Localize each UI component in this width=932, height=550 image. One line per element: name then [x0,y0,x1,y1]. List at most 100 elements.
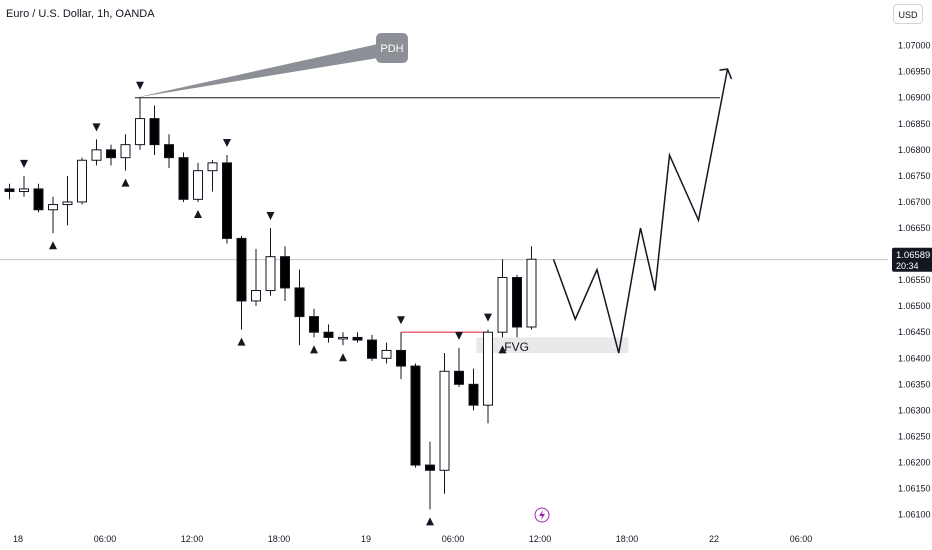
swing-low-marker [194,209,202,218]
candle [497,259,508,338]
candle-body [483,331,493,406]
candle [352,332,363,343]
price-tick-label: 1.06650 [898,223,931,233]
time-tick-label: 19 [361,534,371,544]
candle [526,246,537,330]
price-tick-label: 1.06250 [898,431,931,441]
candle-body [468,383,479,406]
candle-body [512,277,522,328]
candle-body [135,118,145,146]
candle [149,105,160,156]
candle-body [396,349,406,367]
candle [309,308,319,338]
candle-body [251,290,261,302]
candle-body [410,365,421,466]
candle [222,155,232,244]
candle [193,162,203,202]
swing-high-marker [136,81,144,90]
price-axis[interactable]: 1.06100 1.06150 1.06200 1.06250 1.06300 1.063… [898,41,931,520]
candle-body [207,162,218,172]
time-tick-label: 06:00 [790,534,813,544]
pdh-annotation: PDH [135,33,720,99]
candle [425,441,435,510]
candle [280,246,290,301]
candle [396,332,406,380]
time-tick-label: 06:00 [442,534,465,544]
swing-high-marker [266,212,275,220]
candle-body [4,188,15,193]
candle-body [106,149,116,159]
candle [381,342,392,364]
price-tick-label: 1.06200 [898,457,931,467]
candle-body [62,201,73,206]
swing-low-marker [498,345,507,354]
candle [62,175,73,226]
time-tick-label: 18 [13,534,23,544]
price-tick-label: 1.06450 [898,327,931,337]
pdh-label-box [376,33,408,63]
candle [512,274,522,338]
swing-low-marker [426,517,434,526]
candle [48,196,58,234]
candle [164,134,174,169]
time-axis[interactable]: 18 06:00 12:00 18:00 19 06:00 12:00 18:00 22 06:0… [13,534,812,544]
swing-low-marker [121,178,130,187]
candle [91,139,102,166]
price-tick-label: 1.06750 [898,171,931,181]
price-tick-label: 1.06300 [898,405,931,415]
price-tick-label: 1.06500 [898,301,931,311]
swing-low-marker [237,337,246,346]
price-tick-label: 1.07000 [898,41,931,51]
candle [367,334,377,361]
swing-high-marker [223,139,231,148]
candle [135,97,145,150]
candles [4,97,537,510]
candle-body [236,237,247,302]
candle-body [222,162,232,239]
price-tick-label: 1.06800 [898,145,931,155]
swing-low-marker [49,241,57,250]
candle [265,228,276,296]
candle-countdown: 20:34 [896,261,919,271]
currency-button[interactable]: USD [893,4,923,24]
candle-body [454,370,464,385]
price-tick-label: 1.06700 [898,197,931,207]
swing-low-marker [310,345,318,354]
price-tick-label: 1.06850 [898,119,931,129]
swing-high-marker [484,313,492,322]
swing-high-marker [20,159,28,168]
candle [468,368,479,411]
candle [338,332,348,346]
candle-body [526,258,537,328]
projection-arrowhead [719,68,733,80]
candle-body [338,336,348,340]
time-tick-label: 06:00 [94,534,117,544]
candle-body [149,118,160,146]
candle [120,134,131,171]
price-tick-label: 1.06550 [898,275,931,285]
candle-body [425,464,435,471]
candle [251,248,261,307]
swing-high-marker [397,316,405,325]
swing-high-marker [455,331,463,340]
candle [106,144,116,166]
current-price-label: 1.06589 20:34 [892,247,932,272]
candle [410,363,421,468]
candle [207,160,218,192]
candle-body [178,157,189,200]
candle [294,269,305,346]
lightning-icon[interactable] [534,507,550,523]
candle-body [323,331,334,338]
candle [483,329,493,424]
current-price-value: 1.06589 [896,250,930,261]
time-tick-label: 22 [709,534,719,544]
current-price-box [892,247,932,272]
price-tick-label: 1.06150 [898,484,931,494]
candle-body [91,149,102,161]
candle [178,152,189,202]
candle [4,183,15,200]
swing-high-marker [92,123,101,132]
candle [323,324,334,343]
candle-body [77,159,87,203]
